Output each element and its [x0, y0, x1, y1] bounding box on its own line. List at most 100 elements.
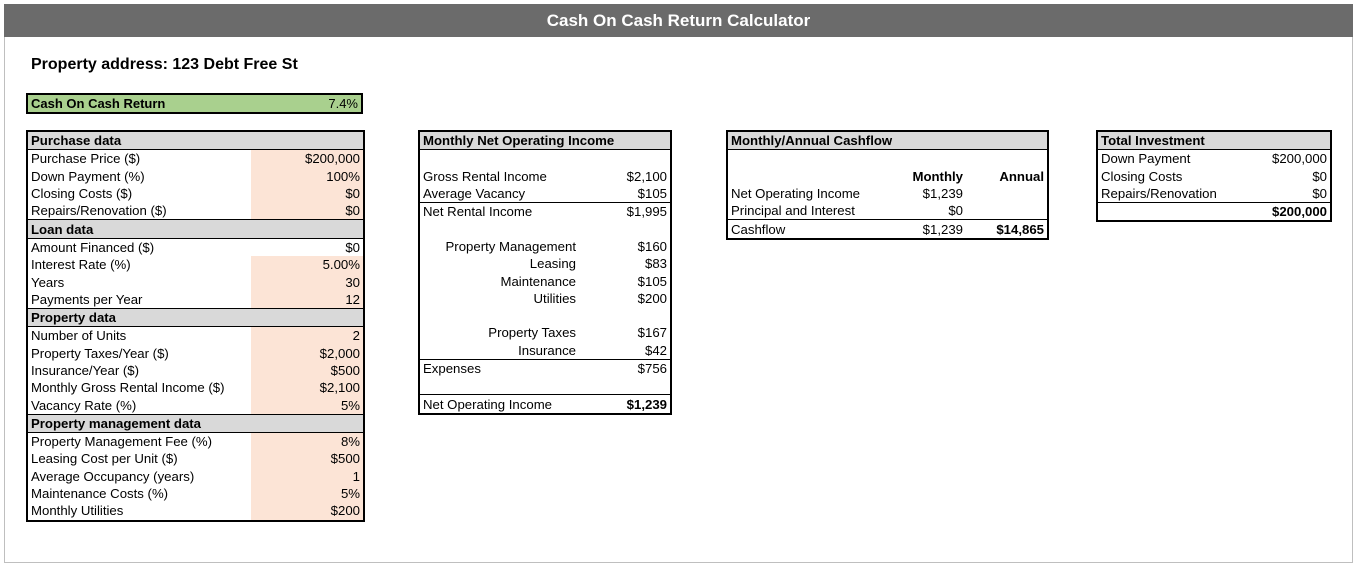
table-row: Years 30: [27, 273, 364, 291]
table-row: Net Operating Income $1,239: [419, 395, 671, 414]
table-row: Repairs/Renovation ($) $0: [27, 202, 364, 220]
row-label: Years: [31, 274, 65, 290]
noi-header: Monthly Net Operating Income: [419, 131, 672, 151]
row-label: Property Management Fee (%): [31, 434, 213, 450]
property-address: Property address: 123 Debt Free St: [31, 56, 298, 73]
row-label: Average Occupancy (years): [31, 468, 195, 484]
page-title: Cash On Cash Return Calculator: [4, 4, 1353, 37]
table-row: Property Management $160: [419, 238, 671, 255]
row-label: Leasing: [529, 256, 576, 272]
row-label: Utilities: [533, 290, 577, 306]
row-label: Amount Financed ($): [31, 239, 155, 255]
row-label: Leasing Cost per Unit ($): [31, 451, 178, 467]
row-value: $83: [645, 256, 668, 272]
column-header-annual: Annual: [999, 168, 1045, 184]
management-fee-input[interactable]: 8%: [251, 432, 364, 451]
section-header: Loan data: [27, 219, 364, 239]
cashflow-table: Monthly/Annual Cashflow Monthly Annual Ne…: [726, 130, 1050, 240]
row-label: Number of Units: [31, 328, 127, 344]
loan-data-header: Loan data: [27, 219, 364, 239]
row-value: $756: [637, 361, 668, 376]
spacer-cell: [419, 377, 579, 396]
spacer-cell: [419, 220, 579, 237]
repairs-input[interactable]: $0: [251, 202, 364, 220]
row-label: Repairs/Renovation: [1097, 184, 1247, 204]
down-payment-input[interactable]: 100%: [251, 167, 364, 185]
table-row: Expenses $756: [419, 359, 671, 377]
spacer-cell: [579, 220, 671, 237]
row-label: Repairs/Renovation ($): [31, 203, 167, 219]
years-input[interactable]: 30: [251, 273, 364, 291]
input-data-table: Purchase data Purchase Price ($) $200,000…: [26, 130, 365, 522]
table-row: Interest Rate (%) 5.00%: [27, 256, 364, 274]
insurance-input[interactable]: $500: [251, 361, 364, 380]
table-row: Maintenance Costs (%) 5%: [27, 484, 364, 503]
spacer-cell: [727, 150, 899, 168]
row-label: Maintenance: [500, 273, 576, 289]
closing-costs-input[interactable]: $0: [251, 184, 364, 203]
table-row: Monthly Annual: [727, 168, 1048, 185]
spacer-cell: [966, 185, 1048, 202]
row-label: Closing Costs: [1101, 168, 1183, 184]
gross-rental-income-input[interactable]: $2,100: [251, 379, 364, 397]
row-label: Cashflow: [731, 221, 786, 237]
row-label: Property Taxes: [488, 325, 576, 341]
property-taxes-input[interactable]: $2,000: [251, 344, 364, 362]
row-label: Net Operating Income: [731, 186, 861, 202]
payments-per-year-input[interactable]: 12: [251, 290, 364, 309]
row-value: $200,000: [1271, 151, 1327, 167]
row-label: Net Operating Income: [423, 396, 553, 412]
row-value: $1,995: [626, 204, 668, 220]
table-row: Purchase Price ($) $200,000: [27, 149, 364, 168]
table-row: Leasing Cost per Unit ($) $500: [27, 450, 364, 468]
row-label: Insurance/Year ($): [31, 363, 140, 378]
row-value: $105: [579, 184, 672, 204]
cash-on-cash-return-box: Cash On Cash Return 7.4%: [26, 93, 363, 114]
spacer-cell: [1097, 203, 1247, 222]
purchase-price-input[interactable]: $200,000: [251, 149, 364, 168]
table-row: Average Occupancy (years) 1: [27, 467, 364, 485]
leasing-cost-input[interactable]: $500: [251, 450, 364, 468]
amount-financed-value: $0: [345, 239, 360, 255]
spacer-cell: [579, 150, 671, 168]
row-label: Monthly Utilities: [31, 503, 124, 519]
row-value: $42: [579, 341, 672, 360]
table-row: Average Vacancy $105: [419, 184, 672, 204]
row-label: Down Payment (%): [31, 168, 145, 184]
vacancy-rate-input[interactable]: 5%: [251, 396, 364, 415]
spacer-cell: [419, 150, 579, 168]
table-row: Utilities $200: [419, 290, 671, 307]
purchase-data-header: Purchase data: [27, 131, 364, 151]
row-label: Closing Costs ($): [31, 186, 133, 202]
table-row: Amount Financed ($) $0: [27, 238, 364, 256]
row-value: $1,239: [922, 221, 963, 237]
table-row: Closing Costs $0: [1097, 168, 1331, 185]
section-header: Property data: [27, 307, 364, 328]
monthly-utilities-input[interactable]: $200: [251, 502, 364, 521]
number-of-units-input[interactable]: 2: [251, 326, 364, 345]
table-row: [419, 307, 671, 324]
table-row: Down Payment $200,000: [1097, 150, 1331, 168]
table-row: Gross Rental Income $2,100: [419, 168, 671, 185]
maintenance-costs-input[interactable]: 5%: [251, 484, 364, 503]
noi-table: Monthly Net Operating Income Gross Renta…: [418, 130, 673, 415]
section-header: Monthly Net Operating Income: [419, 131, 672, 151]
interest-rate-input[interactable]: 5.00%: [251, 256, 364, 274]
section-header: Purchase data: [27, 131, 364, 151]
property-data-header: Property data: [27, 307, 364, 328]
table-row: Cashflow $1,239 $14,865: [727, 220, 1048, 239]
row-label: Principal and Interest: [727, 202, 899, 221]
column-header-monthly: Monthly: [912, 168, 963, 184]
row-label: Gross Rental Income: [423, 168, 547, 184]
spacer-cell: [419, 307, 579, 324]
row-value: $1,239: [922, 186, 963, 202]
table-row: [419, 377, 672, 396]
frame-border-left: [4, 37, 5, 563]
row-value: $200: [637, 290, 668, 306]
table-row: Insurance/Year ($) $500: [27, 361, 364, 380]
table-row: Property Management Fee (%) 8%: [27, 432, 364, 451]
row-value: $2,100: [626, 168, 668, 184]
average-occupancy-input[interactable]: 1: [251, 467, 364, 485]
table-row: $200,000: [1097, 203, 1331, 222]
table-row: Leasing $83: [419, 255, 671, 272]
